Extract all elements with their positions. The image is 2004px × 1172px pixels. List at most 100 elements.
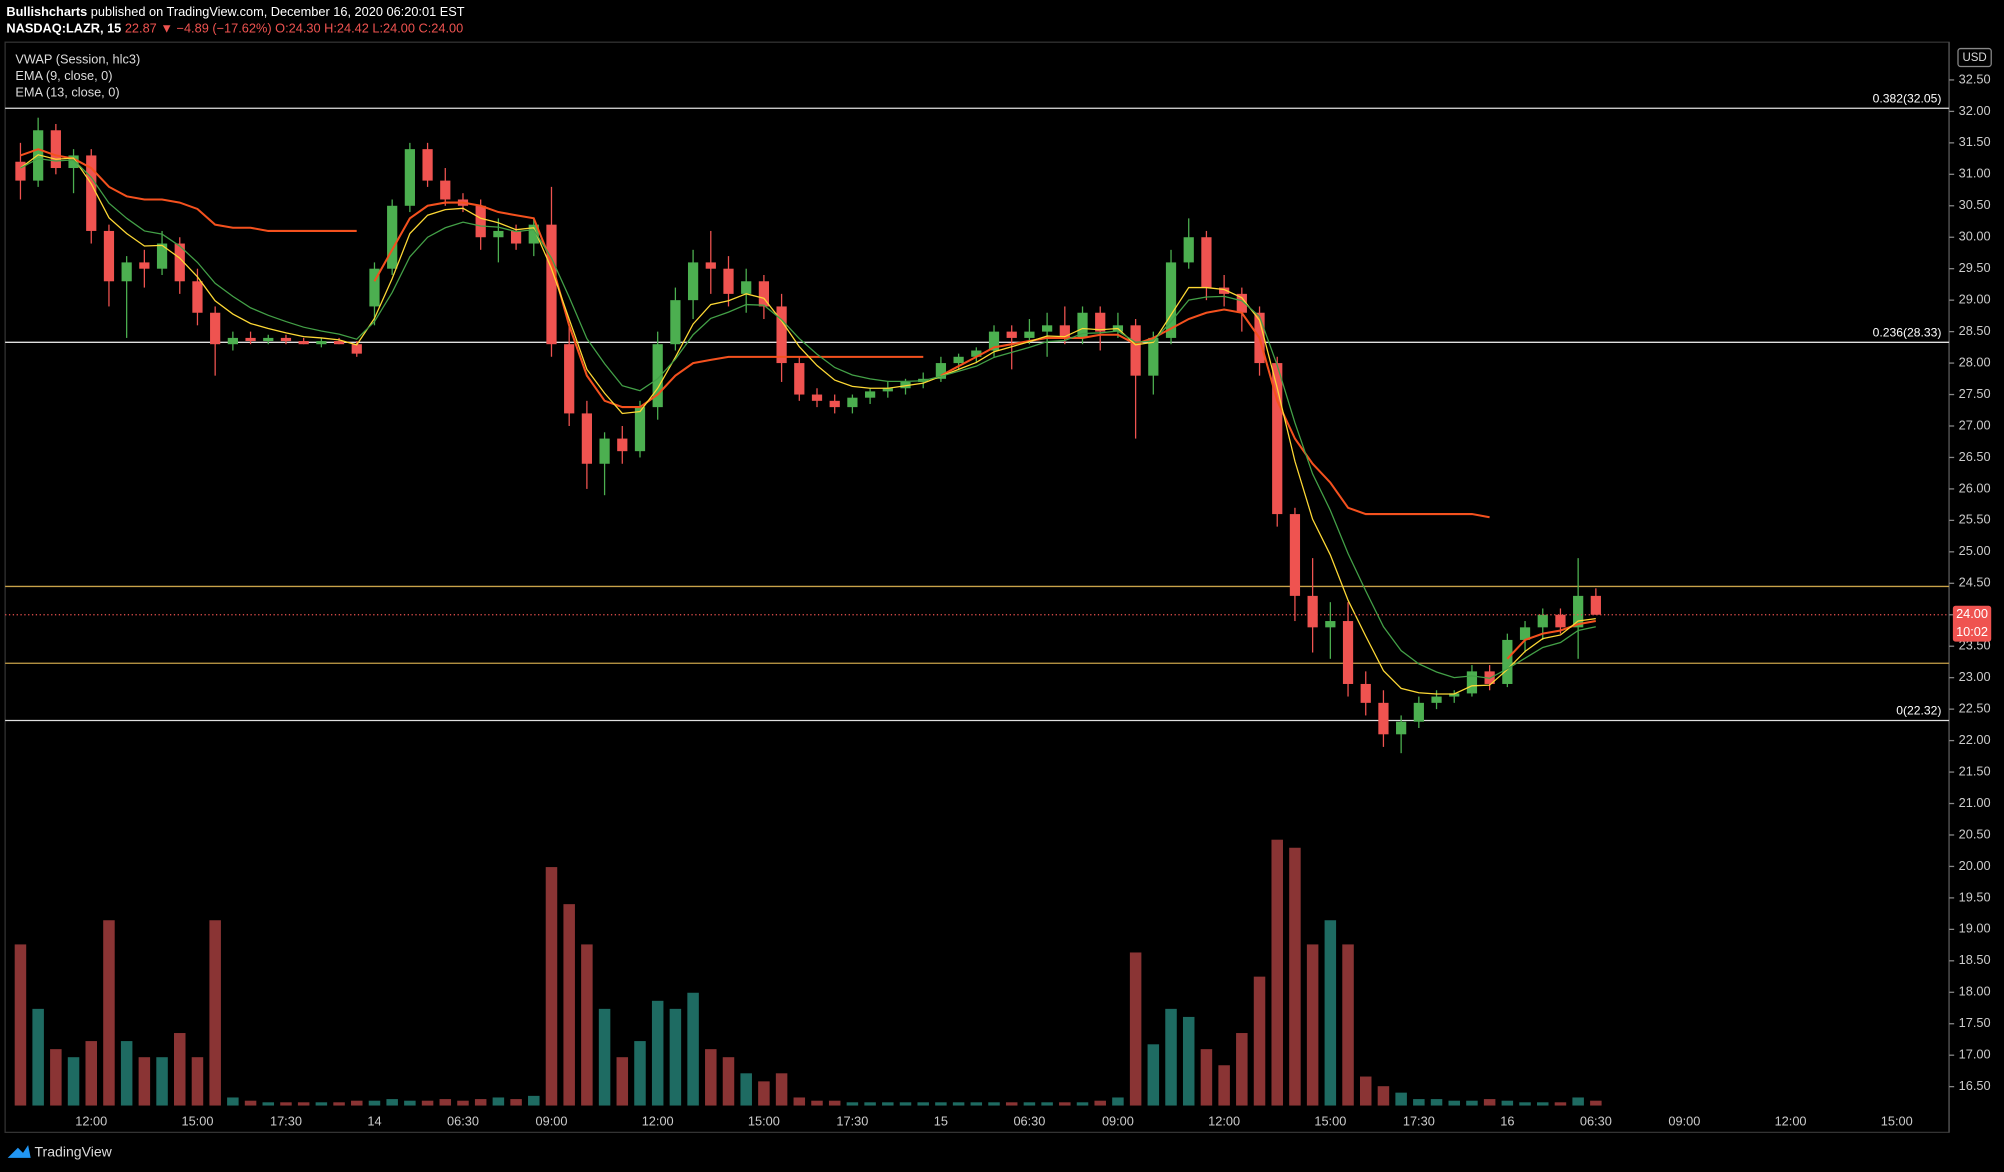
candle-body: [1272, 363, 1283, 515]
y-tick-label: 21.50: [1959, 763, 1991, 778]
symbol: NASDAQ:LAZR, 15: [6, 21, 121, 36]
volume-bar: [988, 1102, 1000, 1106]
candle-body: [705, 262, 716, 269]
candle-body: [121, 262, 132, 282]
volume-bar: [669, 1008, 682, 1106]
volume-bar: [1306, 944, 1319, 1106]
volume-bar: [156, 1057, 168, 1106]
volume-bar: [882, 1102, 894, 1106]
y-tick-label: 29.00: [1959, 292, 1991, 307]
volume-bar: [1200, 1049, 1213, 1106]
candle-body: [475, 205, 486, 238]
published: published on TradingView.com, December 1…: [91, 4, 465, 19]
volume-bar: [191, 1057, 204, 1106]
candle-body: [156, 243, 168, 269]
y-tick-label: 27.00: [1959, 417, 1991, 432]
x-tick-label: 12:00: [1775, 1114, 1807, 1129]
volume-bar: [227, 1097, 239, 1106]
volume-bar: [297, 1102, 310, 1106]
volume-bar: [1112, 1097, 1124, 1106]
x-tick-label: 17:30: [836, 1114, 868, 1129]
volume-bar: [616, 1057, 629, 1106]
currency: USD: [1962, 52, 1986, 64]
volume-bar: [404, 1100, 416, 1106]
y-tick-label: 30.50: [1959, 197, 1991, 212]
x-tick-label: 15:00: [181, 1114, 213, 1129]
y-tick-label: 26.00: [1959, 480, 1991, 495]
volume-bar: [262, 1102, 275, 1106]
volume-bar: [598, 1008, 611, 1106]
y-tick-label: 32.00: [1959, 103, 1991, 118]
volume-bar: [846, 1102, 859, 1106]
x-tick-label: 06:30: [1013, 1114, 1045, 1129]
volume-bar: [1554, 1102, 1567, 1106]
candle-body: [1077, 312, 1088, 338]
volume-bar: [811, 1100, 823, 1106]
candle-body: [1059, 325, 1070, 338]
volume-bar: [138, 1057, 151, 1106]
volume-bar: [85, 1041, 98, 1106]
y-tick-label: 19.00: [1959, 921, 1991, 936]
volume-bar: [705, 1049, 717, 1106]
volume-bar: [1430, 1099, 1443, 1106]
legend-entry: EMA (13, close, 0): [15, 85, 119, 100]
candle-body: [528, 224, 539, 244]
x-tick-label: 09:00: [1668, 1114, 1700, 1129]
candle-body: [1466, 671, 1478, 694]
volume-bar: [545, 867, 558, 1106]
candle-body: [723, 268, 734, 294]
candle-body: [192, 281, 203, 313]
candle-body: [1042, 325, 1053, 332]
candle-body: [422, 149, 433, 181]
volume-bar: [32, 1008, 44, 1106]
volume-bar: [1076, 1102, 1089, 1106]
volume-bar: [899, 1102, 912, 1106]
x-tick-label: 15:00: [1314, 1114, 1346, 1129]
candle-body: [50, 130, 61, 169]
candle-body: [351, 344, 362, 354]
x-tick-label: 06:30: [447, 1114, 479, 1129]
x-tick-label: 15:00: [1881, 1114, 1913, 1129]
volume-bar: [634, 1041, 646, 1106]
volume-bar: [1519, 1102, 1531, 1106]
footer: TradingView: [35, 1144, 113, 1160]
volume-bar: [1324, 920, 1337, 1106]
volume-bar: [775, 1073, 788, 1106]
candle-body: [1006, 331, 1017, 338]
volume-bar: [386, 1099, 398, 1106]
volume-bar: [368, 1100, 381, 1106]
volume-bar: [1501, 1100, 1514, 1106]
y-tick-label: 22.00: [1959, 732, 1991, 747]
volume-bar: [740, 1073, 752, 1106]
volume-bar: [1023, 1102, 1036, 1106]
candle-body: [546, 224, 557, 345]
candle-body: [758, 281, 770, 307]
fib-level-label: 0.236(28.33): [1873, 326, 1942, 340]
volume-bar: [828, 1100, 841, 1106]
candle-body: [404, 149, 415, 206]
candle-body: [652, 344, 663, 408]
volume-bar: [528, 1095, 540, 1106]
candle-body: [210, 312, 221, 345]
quote: 22.87 ▼ −4.89 (−17.62%) O:24.30 H:24.42 …: [125, 21, 463, 36]
candle-body: [564, 344, 575, 414]
header-line: Bullishcharts published on TradingView.c…: [6, 4, 464, 19]
y-tick-label: 26.50: [1959, 449, 1991, 464]
volume-bar: [50, 1049, 62, 1106]
y-tick-label: 22.50: [1959, 701, 1991, 716]
y-tick-label: 30.00: [1959, 229, 1991, 244]
volume-bar: [970, 1102, 983, 1106]
volume-bar: [1236, 1033, 1248, 1106]
candle-body: [1537, 614, 1548, 628]
candle-body: [1095, 312, 1106, 332]
footer-logo: TradingView: [7, 1144, 113, 1160]
y-tick-label: 21.00: [1959, 795, 1991, 810]
volume-bar: [1165, 1008, 1177, 1106]
volume-bar: [14, 944, 27, 1106]
candle-body: [1360, 683, 1371, 703]
volume-bar: [510, 1099, 522, 1106]
candle-body: [634, 407, 646, 452]
candle-body: [1183, 237, 1194, 263]
candle-body: [103, 230, 115, 282]
